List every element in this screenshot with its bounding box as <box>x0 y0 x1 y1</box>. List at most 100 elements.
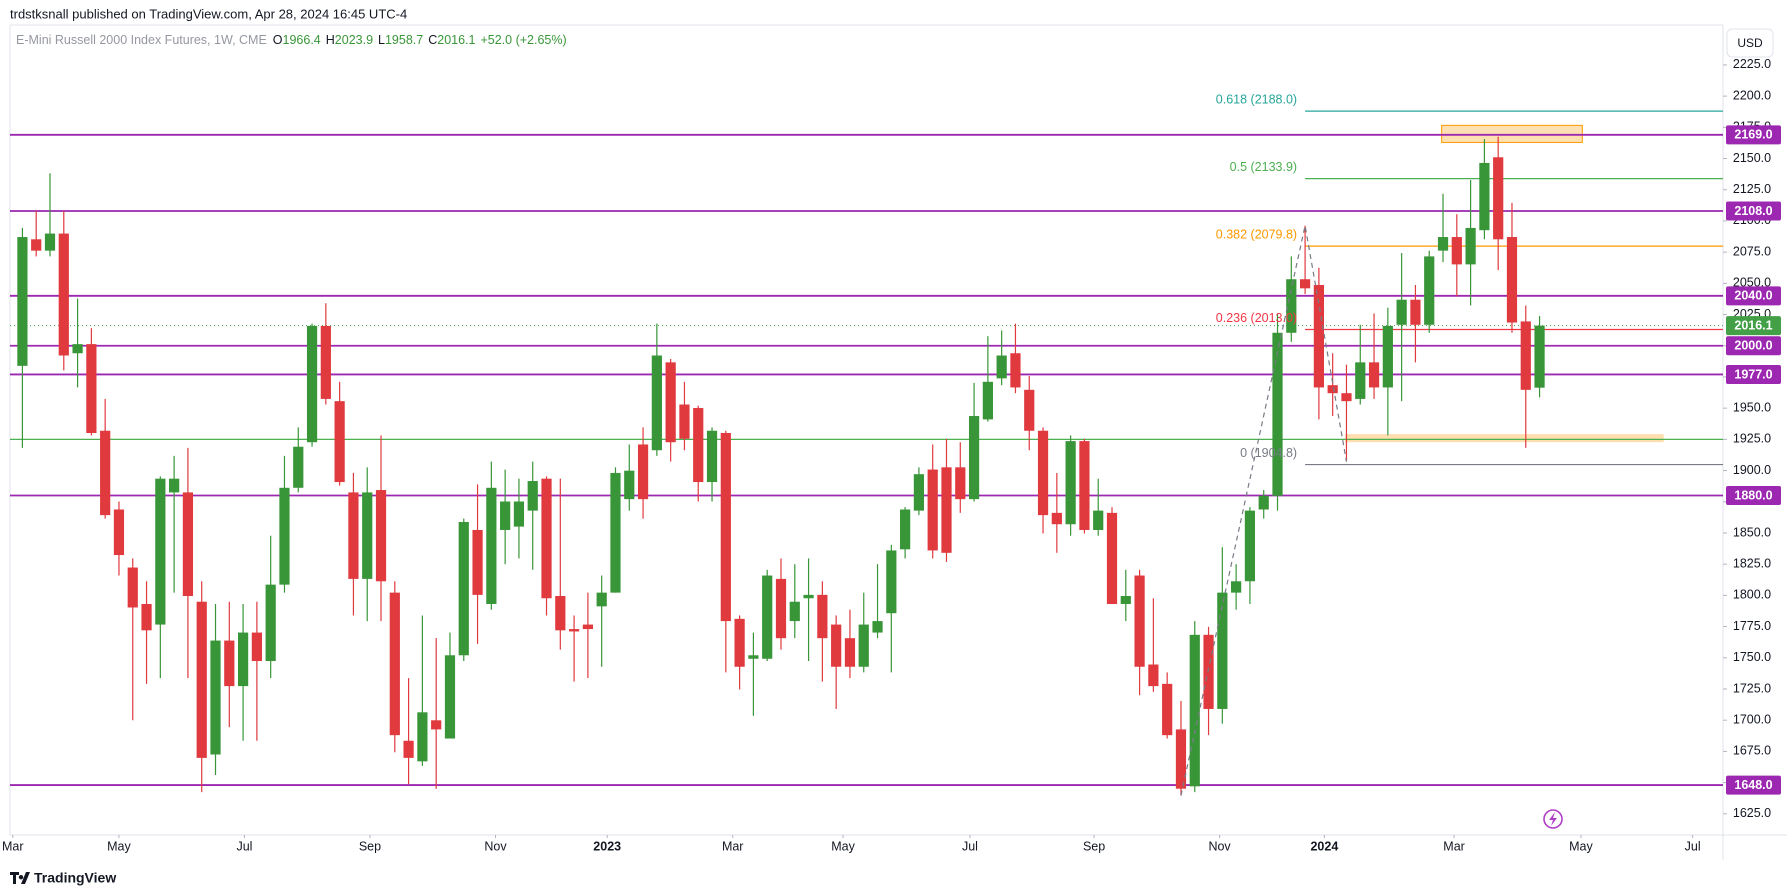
candle-body <box>927 469 938 551</box>
y-tick-label: 2200.0 <box>1733 88 1771 102</box>
candle-body <box>210 640 221 755</box>
candle-body <box>803 594 814 599</box>
ohlc-value: 2016.1 <box>437 33 475 47</box>
candle-body <box>375 490 387 582</box>
plot-area: 0.618 (2188.0) 0.5 (2133.9) 0.382 (2079.8)… <box>10 92 1723 796</box>
ohlc-key: L <box>378 33 385 47</box>
x-tick-label: Sep <box>359 839 381 853</box>
x-tick-label: 2024 <box>1310 839 1338 853</box>
candle-body <box>444 655 456 739</box>
fib-label: 0.382 (2079.8) <box>1216 227 1297 241</box>
candle-body <box>1010 353 1021 388</box>
y-tick-label: 1900.0 <box>1733 463 1771 477</box>
candle-body <box>458 521 469 656</box>
ohlc-key: O <box>273 33 283 47</box>
y-tick-label: 1750.0 <box>1733 650 1771 664</box>
candle-body <box>748 655 759 659</box>
candle-body <box>1341 393 1352 402</box>
candle-body <box>1506 237 1518 323</box>
candle-body <box>127 567 138 608</box>
x-tick-label: Mar <box>722 839 744 853</box>
candle-body <box>1231 581 1242 593</box>
candle-body <box>651 355 662 451</box>
trend-line <box>1180 225 1348 796</box>
y-tick-label: 1700.0 <box>1733 712 1771 726</box>
fib-label: 0 (1904.8) <box>1240 446 1297 460</box>
candle-body <box>1162 683 1173 736</box>
x-tick-label: May <box>831 839 855 853</box>
fib-label: 0.5 (2133.9) <box>1230 160 1297 174</box>
candle-body <box>251 632 262 662</box>
change-value: +52.0 (+2.65%) <box>480 33 566 47</box>
brand-name: TradingView <box>34 870 116 886</box>
y-tick-label: 2050.0 <box>1733 276 1771 290</box>
candle-body <box>706 430 718 483</box>
candle-body <box>141 603 152 631</box>
candle-body <box>527 481 538 511</box>
publisher-line: trdstksnall published on TradingView.com… <box>10 6 407 21</box>
candle-body <box>1065 441 1076 525</box>
fib-label: 0.618 (2188.0) <box>1216 92 1297 106</box>
x-tick-label: Nov <box>1208 839 1231 853</box>
candle-body <box>1175 729 1187 789</box>
candle-body <box>362 492 373 579</box>
candle-body <box>17 237 28 366</box>
candle-body <box>348 492 359 579</box>
candle-body <box>306 325 318 443</box>
brand-icon <box>10 872 30 884</box>
currency-label: USD <box>1737 36 1763 50</box>
candle-body <box>541 478 552 599</box>
level-label-box <box>1726 775 1781 795</box>
symbol-name: E-Mini Russell 2000 Index Futures, 1W, C… <box>16 33 267 47</box>
candle-body <box>1024 389 1035 431</box>
level-label-box <box>1726 364 1781 384</box>
candle-body <box>1327 385 1338 394</box>
candle-body <box>1355 362 1366 399</box>
level-label: 2108.0 <box>1734 204 1772 218</box>
candle-body <box>968 416 980 500</box>
axes: 1625.01650.01675.01700.01725.01750.01775… <box>2 57 1781 853</box>
candle-body <box>720 432 731 622</box>
candle-body <box>1437 237 1449 251</box>
alert-icon[interactable] <box>1543 809 1563 829</box>
candle-body <box>100 430 111 516</box>
candle-body <box>693 408 704 483</box>
candle-body <box>1134 575 1145 667</box>
candle-body <box>569 629 580 632</box>
candle-body <box>1451 237 1462 265</box>
x-tick-label: Jul <box>962 839 978 853</box>
candle-body <box>913 474 925 511</box>
level-label: 2169.0 <box>1734 128 1772 142</box>
candle-body <box>734 618 745 667</box>
currency-button[interactable] <box>1726 28 1774 58</box>
x-tick-label: Jul <box>1685 839 1701 853</box>
candle-body <box>679 404 690 439</box>
brand-logo[interactable]: TradingView <box>10 870 116 886</box>
ohlc-key: H <box>326 33 335 47</box>
ohlc-key: C <box>428 33 437 47</box>
zone-box <box>1441 124 1583 143</box>
candle-body <box>1258 495 1269 510</box>
ohlc-value: 1966.4 <box>283 33 321 47</box>
candle-body <box>1368 362 1380 388</box>
candle-body <box>1382 325 1393 388</box>
x-tick-label: Sep <box>1083 839 1105 853</box>
candle-body <box>486 487 497 604</box>
level-label: 2000.0 <box>1734 339 1772 353</box>
candle-body <box>417 712 428 762</box>
candle-body <box>334 401 345 483</box>
level-label: 1977.0 <box>1734 367 1772 381</box>
candle-body <box>1410 299 1421 325</box>
candle-body <box>624 470 635 500</box>
candle-body <box>610 472 621 593</box>
candle-body <box>224 640 235 687</box>
candle-body <box>872 621 883 633</box>
y-tick-label: 1675.0 <box>1733 744 1771 758</box>
candle-body <box>1479 162 1490 231</box>
level-label-box <box>1726 486 1781 506</box>
candle-body <box>431 720 442 730</box>
candle-body <box>1272 332 1283 496</box>
candle-body <box>1396 299 1407 325</box>
candle-body <box>1313 284 1324 388</box>
